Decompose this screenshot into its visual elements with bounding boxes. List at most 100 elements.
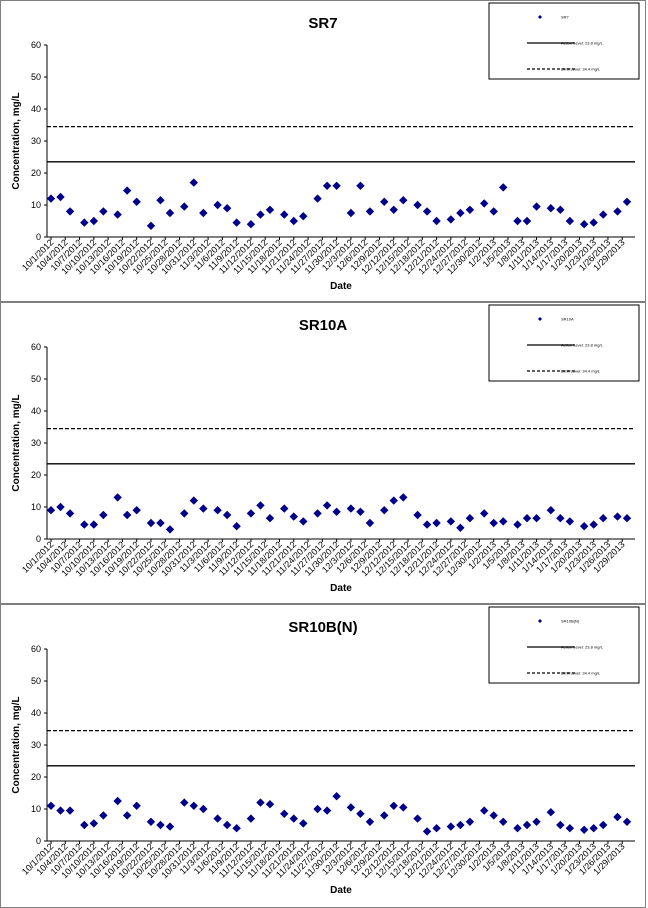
data-point — [232, 522, 241, 531]
data-point — [99, 811, 108, 820]
data-point — [46, 194, 56, 203]
data-point — [80, 218, 89, 227]
data-point — [180, 509, 189, 518]
legend-swatch-marker — [538, 619, 542, 623]
data-point — [579, 220, 589, 229]
data-point — [113, 796, 122, 806]
data-point — [446, 215, 456, 224]
data-point — [256, 798, 265, 807]
data-point — [65, 207, 75, 216]
data-point — [56, 192, 65, 202]
legend-label: Limit Level: 34.4 mg/L — [561, 671, 601, 676]
y-tick-label: 30 — [31, 136, 41, 146]
data-point — [598, 820, 608, 830]
data-point — [89, 216, 99, 226]
data-point — [589, 520, 598, 529]
y-tick-label: 20 — [31, 470, 41, 480]
data-point — [622, 514, 632, 523]
data-point — [289, 216, 298, 226]
data-point — [265, 514, 275, 523]
data-point — [499, 517, 508, 526]
data-point — [89, 520, 99, 529]
data-point — [132, 506, 141, 515]
data-point — [532, 202, 541, 211]
data-point — [513, 216, 522, 226]
y-tick-label: 20 — [31, 168, 41, 178]
data-point — [213, 200, 222, 210]
x-axis-label: Date — [330, 281, 352, 292]
data-point — [256, 501, 265, 510]
data-point — [413, 510, 422, 520]
data-point — [456, 208, 465, 218]
data-point — [456, 820, 465, 830]
data-point — [322, 806, 332, 815]
data-point — [46, 506, 56, 515]
data-point — [499, 817, 508, 826]
y-tick-label: 30 — [31, 740, 41, 750]
data-point — [479, 806, 489, 815]
data-point — [589, 218, 598, 227]
chart-svg-sr10b: SR10B(N) 0 10 20 30 40 50 60 Concentration, mg/L… — [11, 606, 640, 896]
data-point — [432, 216, 441, 226]
y-axis-label: Concentration, mg/L — [11, 394, 22, 491]
y-tick-label: 0 — [36, 836, 41, 846]
data-point — [556, 205, 565, 214]
data-point — [389, 801, 398, 810]
chart-title: SR10A — [299, 317, 348, 334]
data-point — [189, 801, 199, 810]
data-point — [322, 181, 332, 190]
data-point — [432, 518, 441, 528]
data-point — [246, 509, 256, 518]
data-point — [622, 817, 632, 826]
data-point — [556, 514, 565, 523]
data-point — [446, 822, 456, 831]
data-point — [346, 504, 356, 513]
data-point — [380, 506, 389, 515]
data-point — [613, 207, 622, 216]
data-point — [199, 208, 208, 218]
legend-label: Action Level: 23.8 mg/L — [561, 41, 604, 46]
data-point — [613, 812, 622, 822]
data-point — [465, 514, 475, 523]
y-tick-label: 60 — [31, 644, 41, 654]
y-tick-label: 10 — [31, 502, 41, 512]
data-point — [479, 199, 489, 208]
data-point — [565, 216, 575, 226]
legend-label: SR10A — [561, 317, 574, 322]
data-point — [299, 819, 308, 828]
data-point — [365, 817, 375, 826]
data-point — [99, 510, 108, 520]
data-point — [246, 220, 256, 229]
x-axis-label: Date — [330, 583, 352, 594]
data-point — [299, 212, 308, 221]
data-point — [280, 210, 289, 219]
data-point — [489, 811, 498, 820]
data-point — [313, 194, 322, 203]
data-point — [380, 811, 389, 820]
data-point — [322, 501, 332, 510]
data-point — [222, 204, 232, 213]
data-point — [522, 820, 532, 830]
data-point — [280, 809, 289, 818]
legend-label: SR7 — [561, 15, 570, 20]
data-point — [579, 825, 589, 834]
data-point — [189, 178, 199, 187]
data-point — [356, 507, 365, 516]
data-point — [122, 811, 132, 820]
data-point — [479, 509, 489, 518]
data-point — [46, 801, 56, 810]
data-point — [532, 817, 541, 826]
data-point — [232, 218, 241, 227]
data-point — [146, 518, 156, 528]
data-point — [332, 181, 341, 190]
legend-label: SR10B(N) — [561, 619, 580, 624]
data-point — [289, 814, 298, 823]
y-tick-label: 10 — [31, 804, 41, 814]
x-axis-label: Date — [330, 885, 352, 896]
data-point — [213, 506, 222, 515]
data-point — [422, 520, 432, 529]
data-point — [622, 197, 632, 206]
legend-label: Limit Level: 34.4 mg/L — [561, 369, 601, 374]
data-point — [532, 514, 541, 523]
